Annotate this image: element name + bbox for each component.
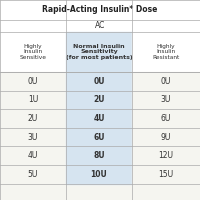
Bar bbox=[132, 128, 200, 146]
Bar bbox=[132, 32, 200, 72]
Text: Rapid-Acting Insulin* Dose: Rapid-Acting Insulin* Dose bbox=[42, 5, 158, 15]
Text: 6U: 6U bbox=[161, 114, 171, 123]
Bar bbox=[132, 165, 200, 184]
Bar bbox=[0, 32, 66, 72]
Text: 2U: 2U bbox=[93, 95, 105, 104]
Text: 5U: 5U bbox=[28, 170, 38, 179]
Bar bbox=[66, 32, 132, 72]
Bar bbox=[0, 20, 200, 32]
Text: AC: AC bbox=[95, 21, 105, 30]
Text: 15U: 15U bbox=[158, 170, 174, 179]
Text: 8U: 8U bbox=[93, 151, 105, 160]
Bar bbox=[0, 109, 66, 128]
Text: 0U: 0U bbox=[93, 77, 105, 86]
Bar bbox=[0, 146, 66, 165]
Text: 3U: 3U bbox=[28, 133, 38, 142]
Text: 3U: 3U bbox=[161, 95, 171, 104]
Text: 6U: 6U bbox=[93, 133, 105, 142]
Text: 9U: 9U bbox=[161, 133, 171, 142]
Bar bbox=[132, 146, 200, 165]
Bar bbox=[132, 91, 200, 109]
Text: 10U: 10U bbox=[91, 170, 107, 179]
Text: 4U: 4U bbox=[93, 114, 105, 123]
Text: Highly
Insulin
Resistant: Highly Insulin Resistant bbox=[152, 44, 180, 60]
Bar bbox=[66, 146, 132, 165]
Bar bbox=[66, 165, 132, 184]
Bar bbox=[0, 91, 66, 109]
Text: 4U: 4U bbox=[28, 151, 38, 160]
Text: Normal Insulin
Sensitivity
(for most patients): Normal Insulin Sensitivity (for most pat… bbox=[66, 44, 132, 60]
Bar bbox=[132, 109, 200, 128]
Text: 0U: 0U bbox=[28, 77, 38, 86]
Bar bbox=[66, 109, 132, 128]
Bar bbox=[0, 0, 200, 20]
Bar bbox=[66, 72, 132, 91]
Bar bbox=[66, 128, 132, 146]
Text: Highly
Insulin
Sensitive: Highly Insulin Sensitive bbox=[20, 44, 46, 60]
Text: 2U: 2U bbox=[28, 114, 38, 123]
Text: 0U: 0U bbox=[161, 77, 171, 86]
Text: 1U: 1U bbox=[28, 95, 38, 104]
Bar bbox=[0, 72, 66, 91]
Text: 12U: 12U bbox=[158, 151, 174, 160]
Bar bbox=[0, 165, 66, 184]
Bar bbox=[0, 128, 66, 146]
Bar bbox=[132, 72, 200, 91]
Bar bbox=[66, 91, 132, 109]
